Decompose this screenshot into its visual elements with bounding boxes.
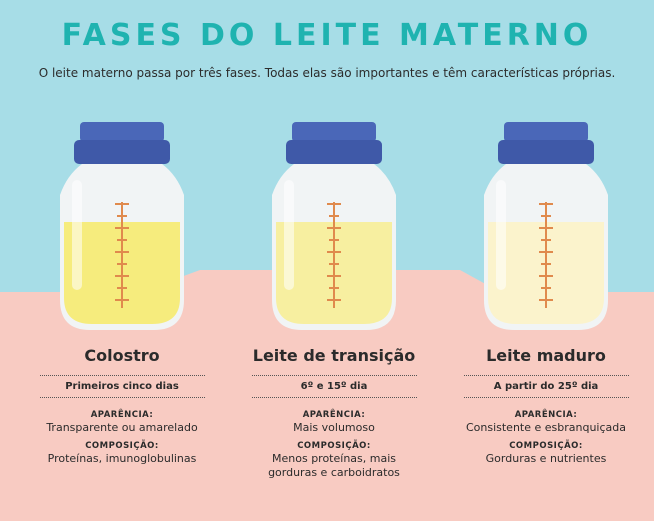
appearance-value: Transparente ou amarelado [46, 421, 198, 434]
appearance-label: APARÊNCIA: [514, 410, 578, 420]
phase-name: Colostro [84, 346, 160, 365]
appearance-label: APARÊNCIA: [302, 410, 366, 420]
composition-label: COMPOSIÇÃO: [85, 441, 159, 451]
composition-value: Gorduras e nutrientes [485, 452, 607, 465]
appearance-label: APARÊNCIA: [90, 410, 154, 420]
page-subtitle: O leite materno passa por três fases. To… [38, 66, 616, 80]
phase-maduro: Leite maduro A partir do 25º dia APARÊNC… [446, 345, 646, 466]
bottles-illustration [60, 122, 608, 330]
page-title: FASES DO LEITE MATERNO [61, 18, 593, 53]
appearance-value: Consistente e esbranquiçada [465, 421, 627, 434]
composition-label: COMPOSIÇÃO: [297, 441, 371, 451]
appearance-value: Mais volumoso [293, 421, 375, 434]
phase-name: Leite maduro [486, 346, 606, 365]
phase-colostro: Colostro Primeiros cinco dias APARÊNCIA:… [22, 345, 222, 466]
phase-period: 6º e 15º dia [251, 375, 417, 398]
bottle-maduro [484, 122, 608, 330]
phase-transicao: Leite de transição 6º e 15º dia APARÊNCI… [234, 345, 434, 480]
composition-value: Menos proteínas, mais gorduras e carboid… [268, 452, 400, 479]
bottle-transicao [272, 122, 396, 330]
bottle-colostro [60, 122, 184, 330]
phase-period: Primeiros cinco dias [39, 375, 205, 398]
phase-name: Leite de transição [252, 346, 416, 365]
composition-value: Proteínas, imunoglobulinas [47, 452, 197, 465]
composition-label: COMPOSIÇÃO: [509, 441, 583, 451]
phase-period: A partir do 25º dia [463, 375, 629, 398]
